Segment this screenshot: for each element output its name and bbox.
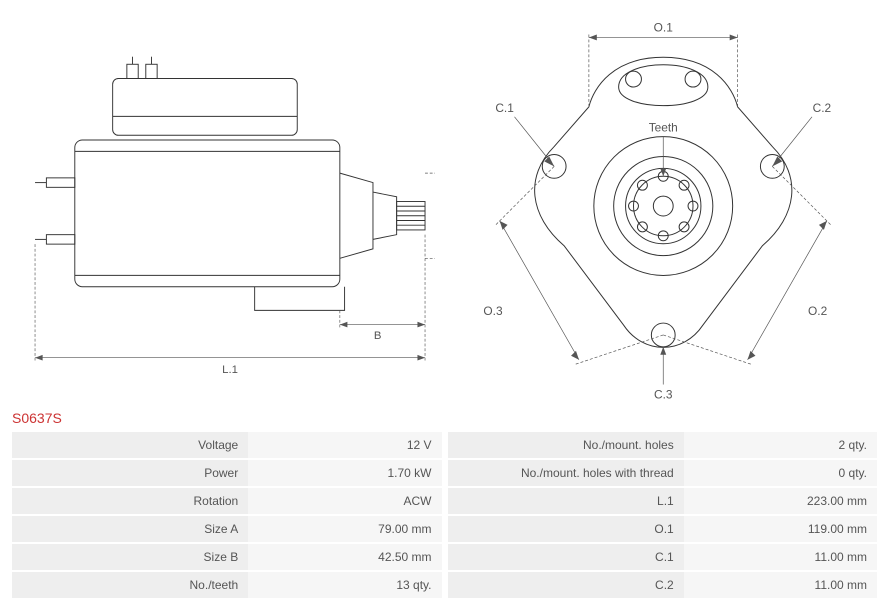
spec-row: No./mount. holes with thread0 qty. (448, 460, 878, 486)
spec-label: No./mount. holes (448, 432, 684, 458)
spec-row: No./mount. holes2 qty. (448, 432, 878, 458)
spec-row: Size B42.50 mm (12, 544, 442, 570)
spec-label: L.1 (448, 488, 684, 514)
dim-c3-label: C.3 (653, 387, 672, 401)
spec-label: Size B (12, 544, 248, 570)
spec-value: 13 qty. (248, 572, 441, 598)
spec-row: Voltage12 V (12, 432, 442, 458)
spec-label: No./mount. holes with thread (448, 460, 684, 486)
spec-value: 119.00 mm (684, 516, 877, 542)
spec-label: Size A (12, 516, 248, 542)
spec-value: 0 qty. (684, 460, 877, 486)
face-view-diagram: O.1 O.2 O.3 (455, 16, 872, 406)
spec-value: 2 qty. (684, 432, 877, 458)
spec-row: O.1119.00 mm (448, 516, 878, 542)
dim-o3-label: O.3 (483, 304, 503, 318)
spec-row: Power1.70 kW (12, 460, 442, 486)
spec-table-right: No./mount. holes2 qty.No./mount. holes w… (448, 430, 878, 600)
spec-tables: Voltage12 VPower1.70 kWRotationACWSize A… (8, 430, 881, 600)
spec-label: Voltage (12, 432, 248, 458)
spec-row: C.211.00 mm (448, 572, 878, 598)
spec-value: 79.00 mm (248, 516, 441, 542)
dim-l1-label: L.1 (222, 364, 238, 376)
dim-b-label: B (374, 330, 382, 342)
spec-label: C.1 (448, 544, 684, 570)
spec-row: C.111.00 mm (448, 544, 878, 570)
spec-value: ACW (248, 488, 441, 514)
spec-value: 12 V (248, 432, 441, 458)
dim-o1-label: O.1 (653, 21, 673, 35)
dim-teeth-label: Teeth (648, 121, 677, 135)
spec-value: 1.70 kW (248, 460, 441, 486)
spec-label: No./teeth (12, 572, 248, 598)
spec-label: C.2 (448, 572, 684, 598)
spec-row: Size A79.00 mm (12, 516, 442, 542)
spec-value: 42.50 mm (248, 544, 441, 570)
spec-label: O.1 (448, 516, 684, 542)
spec-value: 223.00 mm (684, 488, 877, 514)
diagram-area: A B L.1 (8, 8, 881, 406)
spec-row: RotationACW (12, 488, 442, 514)
spec-table-left: Voltage12 VPower1.70 kWRotationACWSize A… (12, 430, 442, 600)
side-view-diagram: A B L.1 (18, 16, 435, 406)
spec-value: 11.00 mm (684, 544, 877, 570)
spec-value: 11.00 mm (684, 572, 877, 598)
dim-o2-label: O.2 (808, 304, 828, 318)
spec-label: Power (12, 460, 248, 486)
spec-row: No./teeth13 qty. (12, 572, 442, 598)
dim-c1-label: C.1 (495, 101, 514, 115)
spec-label: Rotation (12, 488, 248, 514)
spec-row: L.1223.00 mm (448, 488, 878, 514)
part-number: S0637S (12, 410, 881, 426)
dim-c2-label: C.2 (812, 101, 831, 115)
